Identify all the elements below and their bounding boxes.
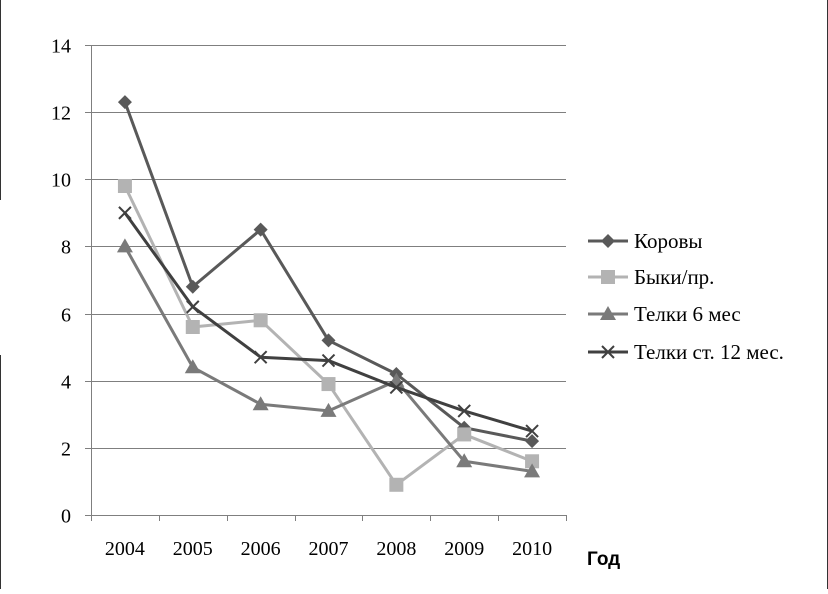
data-point [253, 222, 268, 237]
legend-item: Быки/пр. [588, 265, 714, 289]
data-point [525, 434, 540, 449]
data-point [117, 95, 132, 110]
data-point [253, 313, 268, 328]
data-point [321, 377, 336, 392]
data-point [525, 424, 539, 438]
data-point [184, 359, 201, 374]
x-axis-label: Год [587, 549, 620, 570]
x-tick-label: 2004 [105, 538, 145, 560]
y-tick-label: 0 [61, 506, 71, 528]
series-1 [117, 95, 540, 449]
x-tick-label: 2010 [512, 538, 552, 560]
data-point [524, 463, 541, 478]
data-point [252, 396, 269, 411]
data-point [320, 402, 337, 417]
series-2 [117, 179, 540, 492]
x-tick-label: 2007 [309, 538, 349, 560]
data-point [457, 404, 471, 418]
legend-item: Коровы [588, 229, 703, 253]
y-tick-label: 10 [51, 170, 71, 192]
data-point [185, 320, 200, 334]
y-tick-label: 6 [61, 305, 71, 327]
legend-label: Быки/пр. [634, 265, 714, 289]
x-tick-label: 2009 [444, 538, 484, 560]
x-tick-label: 2008 [376, 538, 416, 560]
data-point [118, 206, 132, 220]
y-tick-label: 14 [51, 36, 71, 58]
y-tick-label: 12 [51, 103, 71, 125]
legend: Коровы Быки/пр. Телки 6 мес Телки ст. 12 ме… [588, 229, 784, 364]
legend-swatch-marker [600, 306, 616, 320]
y-tick-labels: 0 2 4 6 8 10 12 14 [51, 36, 71, 528]
data-point [321, 333, 336, 348]
legend-swatch-marker [601, 234, 615, 248]
x-tick-labels: 2004 2005 2006 2007 2008 2009 2010 [105, 538, 552, 560]
data-point [525, 454, 540, 469]
data-point [457, 427, 472, 442]
legend-item: Телки 6 мес [588, 302, 741, 326]
data-point [389, 477, 404, 492]
data-point [321, 353, 336, 368]
y-tick-label: 2 [61, 439, 71, 461]
data-point [186, 300, 200, 314]
legend-item: Телки ст. 12 мес. [588, 340, 784, 364]
legend-swatch-marker [601, 270, 615, 284]
legend-label: Телки 6 мес [634, 302, 741, 326]
data-point [389, 380, 404, 395]
data-point [116, 238, 133, 253]
x-tick-label: 2005 [173, 538, 213, 560]
y-tick-label: 8 [61, 237, 71, 259]
legend-label: Телки ст. 12 мес. [634, 340, 784, 364]
data-point [185, 279, 200, 294]
series-3 [116, 238, 541, 478]
y-tick-label: 4 [61, 372, 71, 394]
x-tick-label: 2006 [241, 538, 281, 560]
data-point [253, 350, 268, 364]
axes [85, 45, 567, 521]
data-point [117, 179, 132, 193]
legend-label: Коровы [634, 229, 703, 253]
legend-swatch-marker [601, 345, 615, 359]
series-4 [118, 206, 539, 438]
data-point [456, 453, 473, 468]
series-lines [116, 95, 541, 492]
